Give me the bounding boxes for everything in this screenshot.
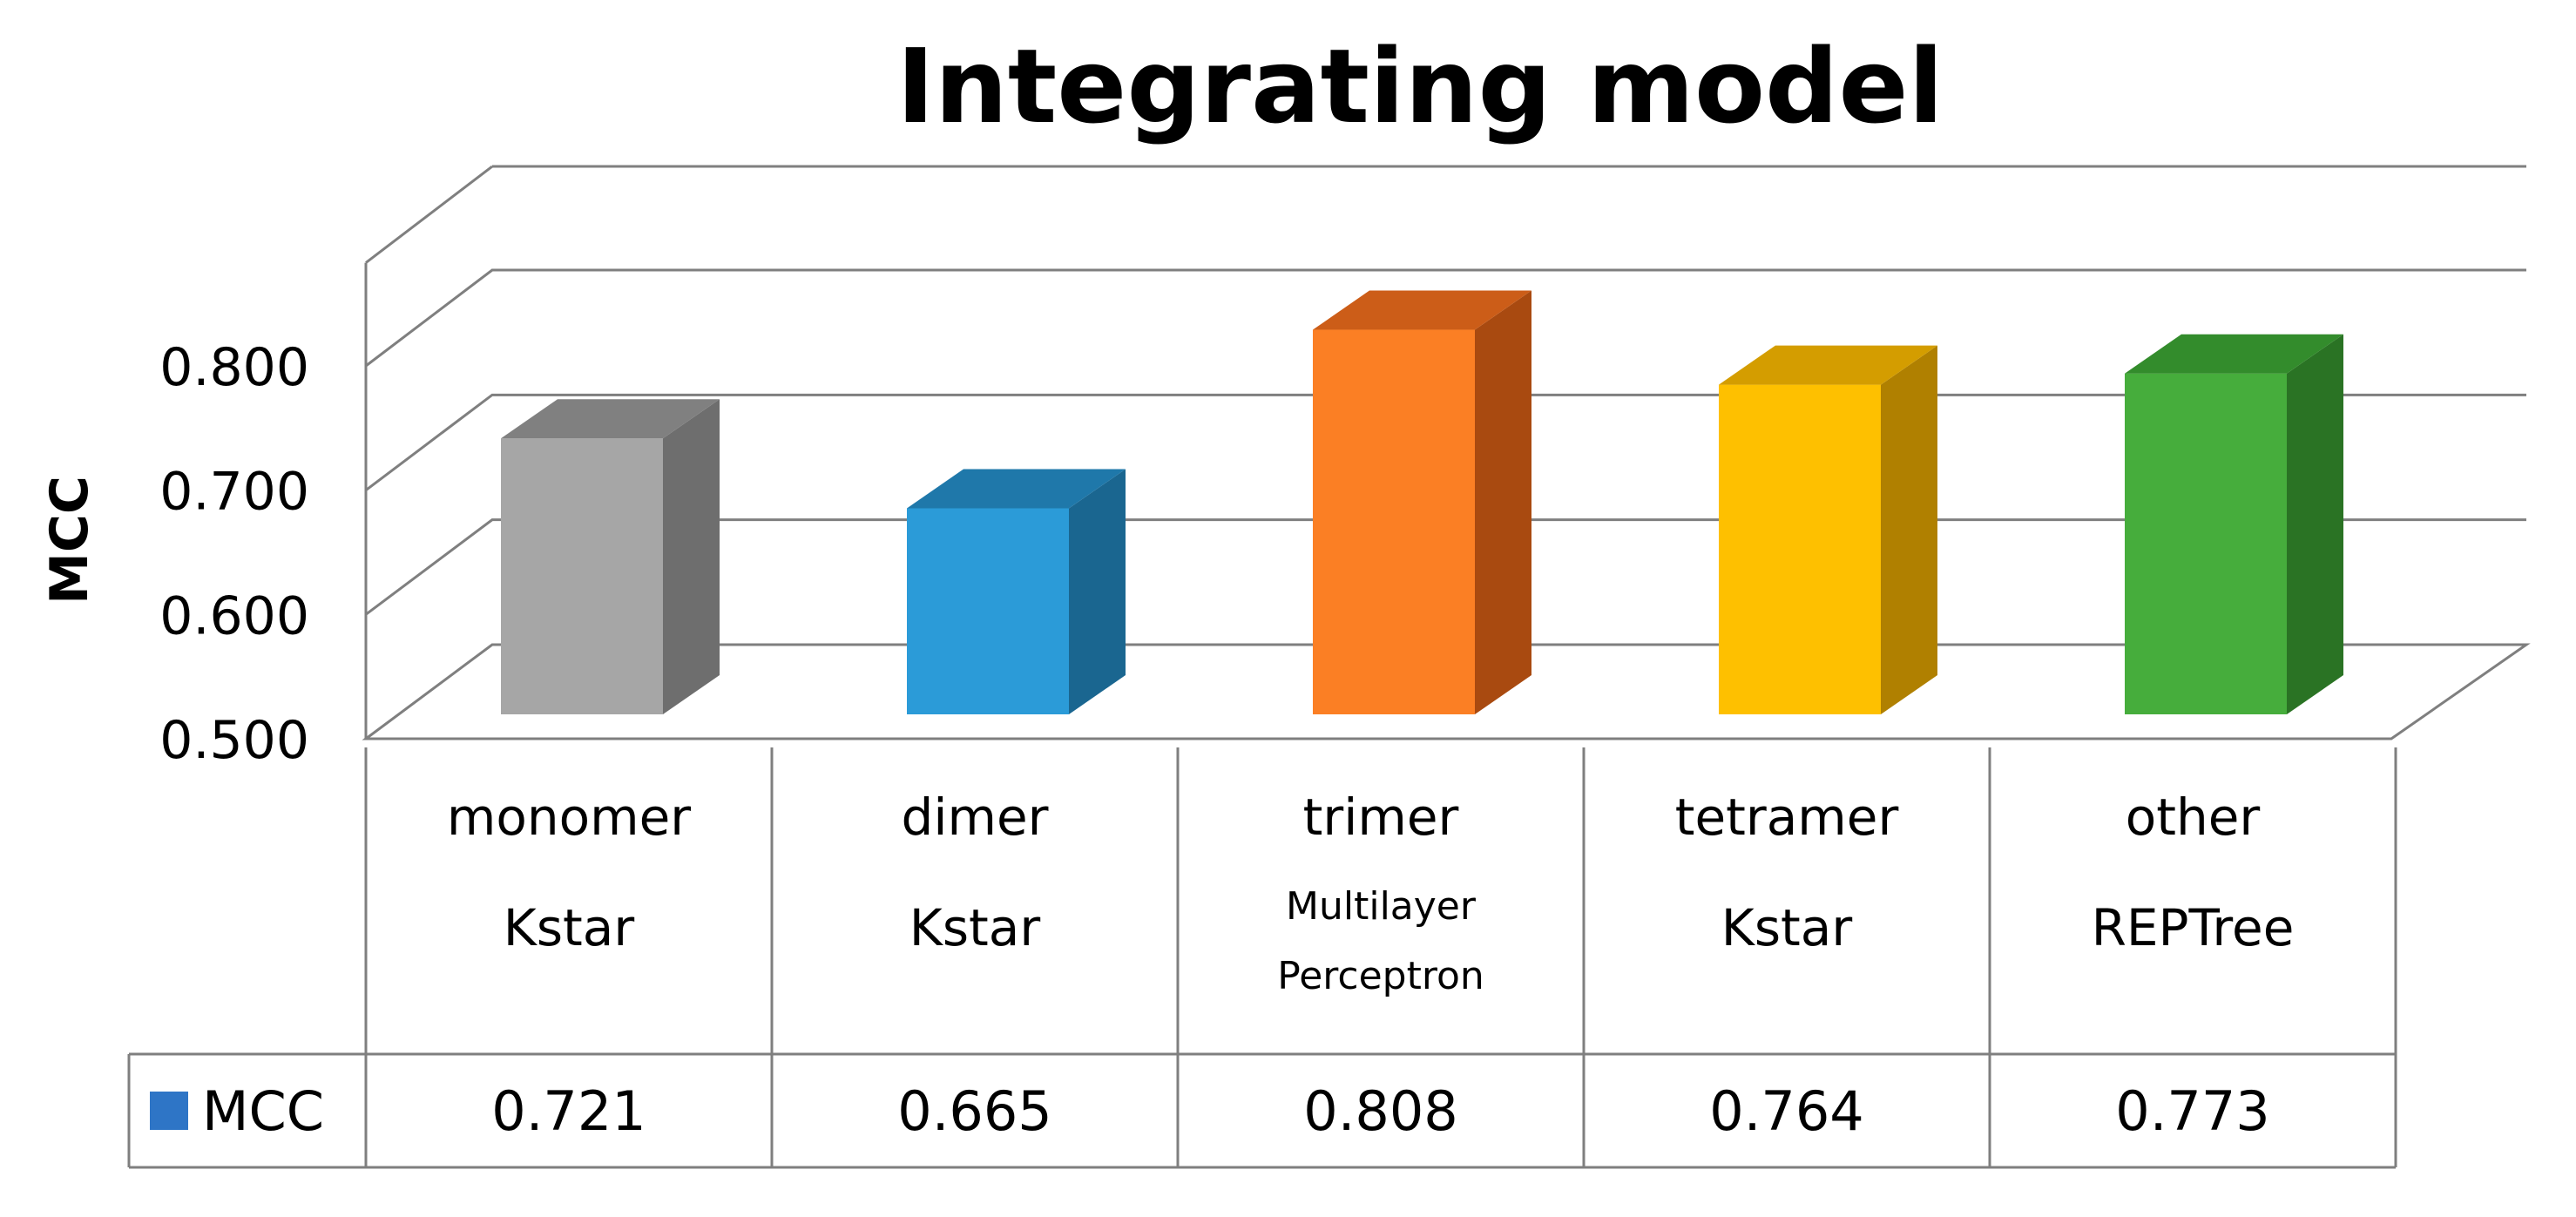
legend-swatch <box>150 1092 188 1130</box>
y-tick-label: 0.800 <box>159 337 309 398</box>
bar-top <box>2125 334 2343 374</box>
y-axis-label: MCC <box>39 476 100 605</box>
legend-label: MCC <box>202 1079 324 1143</box>
category-sublabel: Kstar <box>909 898 1041 957</box>
category-sublabel: Perceptron <box>1277 954 1484 998</box>
bar-side <box>1881 345 1937 714</box>
data-value-label: 0.808 <box>1303 1079 1458 1143</box>
bar <box>907 469 1126 714</box>
category-sublabel: Kstar <box>504 898 635 957</box>
bar <box>1719 345 1937 714</box>
bar-front <box>1719 384 1881 714</box>
bar-top <box>907 469 1126 509</box>
y-tick-label: 0.500 <box>159 710 309 771</box>
gridline <box>365 268 2526 368</box>
gridline-top-side <box>365 165 493 264</box>
y-axis-ticks: 0.500 0.600 0.700 0.800 <box>159 337 309 771</box>
floor-gridline <box>362 643 2531 740</box>
bar-top <box>1719 345 1937 385</box>
bar-side <box>663 399 720 714</box>
category-sublabel: Kstar <box>1721 898 1853 957</box>
category-label: other <box>2126 788 2261 847</box>
bar-front <box>501 438 663 714</box>
bar-side <box>2287 334 2343 714</box>
category-label: trimer <box>1303 788 1459 847</box>
y-tick-label: 0.600 <box>159 585 309 646</box>
data-value-label: 0.764 <box>1709 1079 1864 1143</box>
category-label: tetramer <box>1675 788 1899 847</box>
bar-top <box>1313 290 1531 330</box>
bar-side <box>1475 290 1531 714</box>
data-value-label: 0.721 <box>491 1079 646 1143</box>
bar <box>1313 290 1531 714</box>
data-value-label: 0.665 <box>897 1079 1052 1143</box>
category-label: dimer <box>902 788 1049 847</box>
chart-title: Integrating model <box>896 26 1944 146</box>
bar <box>501 399 720 714</box>
data-table: monomer Kstar 0.721 dimer Kstar 0.665 trimer Mu… <box>127 747 2397 1169</box>
bar-front <box>907 508 1069 714</box>
bars <box>501 290 2343 714</box>
bar-top <box>501 399 720 439</box>
category-label: monomer <box>447 788 691 847</box>
bar-front <box>1313 329 1475 714</box>
category-sublabel: Multilayer <box>1286 884 1477 929</box>
data-value-label: 0.773 <box>2115 1079 2270 1143</box>
y-tick-label: 0.700 <box>159 462 309 523</box>
bar <box>2125 334 2343 714</box>
gridlines <box>362 165 2531 740</box>
bar-front <box>2125 373 2287 714</box>
category-sublabel: REPTree <box>2092 898 2295 957</box>
bar-side <box>1069 469 1126 714</box>
